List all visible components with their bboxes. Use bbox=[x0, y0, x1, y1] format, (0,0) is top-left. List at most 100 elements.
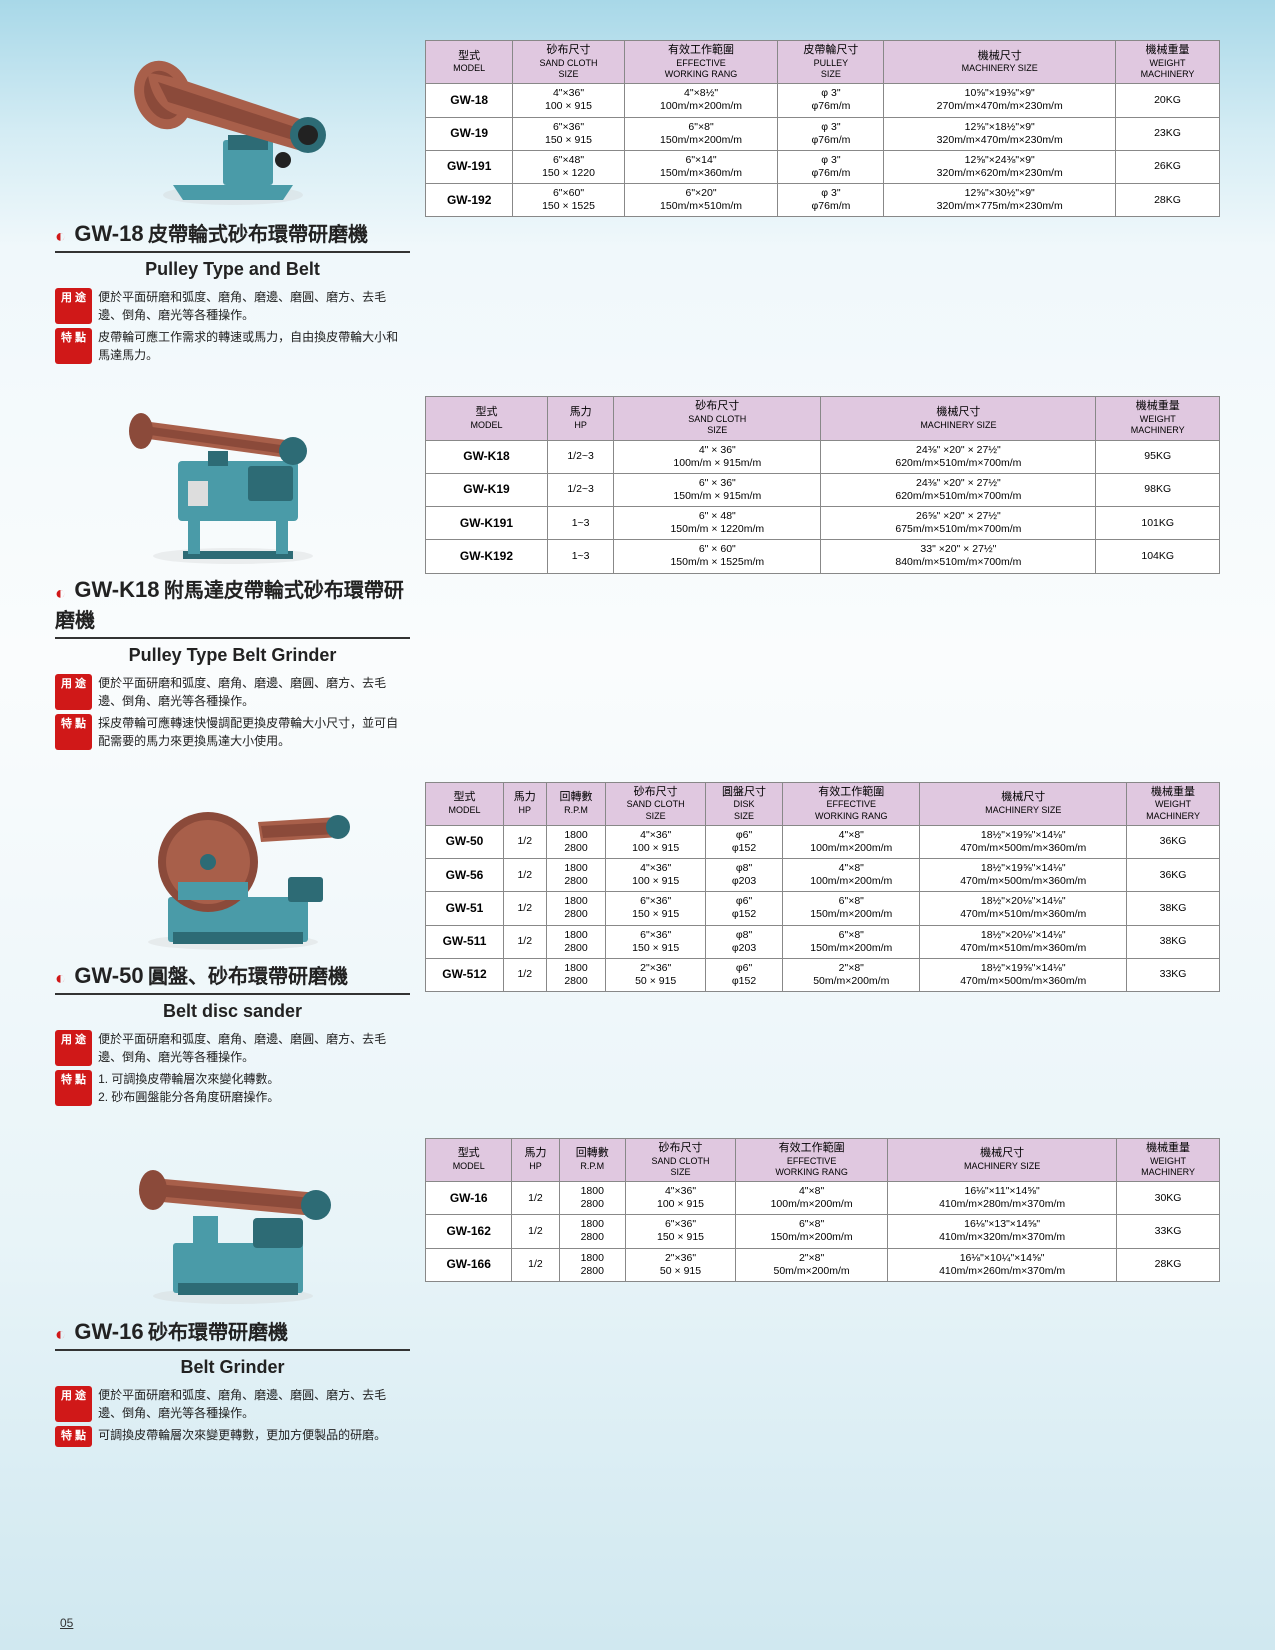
table-row: GW-5111/2180028006"×36"150 × 915φ8"φ2036… bbox=[426, 925, 1220, 958]
cell-mach: 12⅝"×18½"×9"320m/m×470m/m×230m/m bbox=[884, 117, 1116, 150]
product-image bbox=[93, 1138, 373, 1308]
cell-mach: 24⅜" ×20" × 27½"620m/m×510m/m×700m/m bbox=[821, 473, 1096, 506]
table-row: GW-1661/2180028002"×36"50 × 9152"×8"50m/… bbox=[426, 1248, 1220, 1281]
model-name-cn: 皮帶輪式砂布環帶研磨機 bbox=[148, 224, 368, 246]
bullet-icon: ◐ bbox=[55, 1324, 66, 1344]
cell-mach: 18½"×19⅝"×14⅛"470m/m×500m/m×360m/m bbox=[920, 958, 1127, 991]
usage-badge: 用 途 bbox=[55, 1386, 92, 1422]
model-code: GW-18 bbox=[74, 221, 143, 246]
cell-wt: 95KG bbox=[1096, 440, 1220, 473]
table-row: GW-561/2180028004"×36"100 × 915φ8"φ2034"… bbox=[426, 859, 1220, 892]
cell-cloth: 4"×36"100 × 915 bbox=[625, 1182, 735, 1215]
cell-wt: 30KG bbox=[1117, 1182, 1220, 1215]
feature-text: 1. 可調換皮帶輪層次來變化轉數。2. 砂布圓盤能分各角度研磨操作。 bbox=[98, 1070, 410, 1106]
feature-row: 特 點 皮帶輪可應工作需求的轉速或馬力，自由換皮帶輪大小和馬達馬力。 bbox=[55, 328, 410, 364]
col-header-pulley: 皮帶輪尺寸PULLEYSIZE bbox=[778, 41, 884, 84]
product-section-gw-k18: ◐ GW-K18 附馬達皮帶輪式砂布環帶研磨機 Pulley Type Belt… bbox=[55, 396, 1220, 753]
cell-eff: 6"×8"150m/m×200m/m bbox=[783, 925, 920, 958]
cell-mach: 12⅝"×24⅜"×9"320m/m×620m/m×230m/m bbox=[884, 150, 1116, 183]
model-name-cn: 圓盤、砂布環帶研磨機 bbox=[148, 966, 348, 988]
product-title: ◐ GW-16 砂布環帶研磨機 bbox=[55, 1316, 410, 1351]
cell-mach: 18½"×20⅛"×14⅛"470m/m×510m/m×360m/m bbox=[920, 892, 1127, 925]
cell-wt: 104KG bbox=[1096, 540, 1220, 573]
col-header-rpm: 回轉數R.P.M bbox=[546, 782, 606, 825]
model-name-cn: 砂布環帶研磨機 bbox=[148, 1322, 288, 1344]
cell-model: GW-51 bbox=[426, 892, 504, 925]
cell-wt: 33KG bbox=[1127, 958, 1220, 991]
cell-model: GW-18 bbox=[426, 84, 513, 117]
cell-disk: φ6"φ152 bbox=[705, 892, 782, 925]
cell-cloth: 6"×36"150 × 915 bbox=[625, 1215, 735, 1248]
product-image bbox=[93, 40, 373, 210]
col-header-model: 型式MODEL bbox=[426, 782, 504, 825]
cell-cloth: 6"×36"150 × 915 bbox=[513, 117, 624, 150]
cell-wt: 23KG bbox=[1116, 117, 1220, 150]
cell-eff: 6"×8"150m/m×200m/m bbox=[624, 117, 778, 150]
table-row: GW-1916"×48"150 × 12206"×14"150m/m×360m/… bbox=[426, 150, 1220, 183]
cell-cloth: 4"×36"100 × 915 bbox=[513, 84, 624, 117]
col-header-cloth: 砂布尺寸SAND CLOTHSIZE bbox=[625, 1138, 735, 1181]
spec-table: 型式MODEL馬力HP回轉數R.P.M砂布尺寸SAND CLOTHSIZE圓盤尺… bbox=[425, 782, 1220, 993]
cell-model: GW-16 bbox=[426, 1182, 512, 1215]
machine-image-gw18 bbox=[93, 40, 373, 210]
cell-mach: 16⅛"×13"×14⅝"410m/m×320m/m×370m/m bbox=[888, 1215, 1117, 1248]
table-row: GW-1926"×60"150 × 15256"×20"150m/m×510m/… bbox=[426, 184, 1220, 217]
cell-mach: 16⅛"×10¼"×14⅝"410m/m×260m/m×370m/m bbox=[888, 1248, 1117, 1281]
cell-hp: 1/2 bbox=[503, 825, 546, 858]
feature-text: 可調換皮帶輪層次來變更轉數，更加方便製品的研磨。 bbox=[98, 1426, 410, 1447]
table-row: GW-K1921~36" × 60"150m/m × 1525m/m33" ×2… bbox=[426, 540, 1220, 573]
feature-badge: 特 點 bbox=[55, 1426, 92, 1447]
cell-hp: 1/2~3 bbox=[547, 473, 613, 506]
cell-wt: 36KG bbox=[1127, 825, 1220, 858]
col-header-mach: 機械尺寸MACHINERY SIZE bbox=[920, 782, 1127, 825]
cell-eff: 6"×8"150m/m×200m/m bbox=[783, 892, 920, 925]
product-image bbox=[93, 396, 373, 566]
feature-badge: 特 點 bbox=[55, 1070, 92, 1106]
cell-pulley: φ 3"φ76m/m bbox=[778, 117, 884, 150]
cell-pulley: φ 3"φ76m/m bbox=[778, 150, 884, 183]
cell-cloth: 2"×36"50 × 915 bbox=[606, 958, 705, 991]
cell-disk: φ8"φ203 bbox=[705, 859, 782, 892]
cell-cloth: 4"×36"100 × 915 bbox=[606, 859, 705, 892]
usage-row: 用 途 便於平面研磨和弧度、磨角、磨邊、磨圓、磨方、去毛邊、倒角、磨光等各種操作… bbox=[55, 674, 410, 710]
col-header-wt: 機械重量WEIGHTMACHINERY bbox=[1127, 782, 1220, 825]
cell-pulley: φ 3"φ76m/m bbox=[778, 184, 884, 217]
cell-cloth: 4" × 36"100m/m × 915m/m bbox=[614, 440, 821, 473]
cell-mach: 10⅝"×19⅜"×9"270m/m×470m/m×230m/m bbox=[884, 84, 1116, 117]
bullet-icon: ◐ bbox=[55, 226, 66, 246]
spec-table: 型式MODEL馬力HP回轉數R.P.M砂布尺寸SAND CLOTHSIZE有效工… bbox=[425, 1138, 1220, 1282]
cell-model: GW-K19 bbox=[426, 473, 548, 506]
cell-eff: 4"×8"100m/m×200m/m bbox=[783, 859, 920, 892]
cell-hp: 1/2~3 bbox=[547, 440, 613, 473]
cell-model: GW-166 bbox=[426, 1248, 512, 1281]
cell-wt: 101KG bbox=[1096, 507, 1220, 540]
cell-eff: 4"×8½"100m/m×200m/m bbox=[624, 84, 778, 117]
product-image bbox=[93, 782, 373, 952]
cell-disk: φ6"φ152 bbox=[705, 958, 782, 991]
col-header-wt: 機械重量WEIGHTMACHINERY bbox=[1096, 397, 1220, 440]
col-header-cloth: 砂布尺寸SAND CLOTHSIZE bbox=[606, 782, 705, 825]
usage-text: 便於平面研磨和弧度、磨角、磨邊、磨圓、磨方、去毛邊、倒角、磨光等各種操作。 bbox=[98, 288, 410, 324]
cell-mach: 16⅛"×11"×14⅝"410m/m×280m/m×370m/m bbox=[888, 1182, 1117, 1215]
feature-badge: 特 點 bbox=[55, 328, 92, 364]
table-row: GW-5121/2180028002"×36"50 × 915φ6"φ1522"… bbox=[426, 958, 1220, 991]
subtitle: Pulley Type Belt Grinder bbox=[55, 645, 410, 666]
cell-eff: 2"×8"50m/m×200m/m bbox=[783, 958, 920, 991]
cell-mach: 18½"×20⅛"×14⅛"470m/m×510m/m×360m/m bbox=[920, 925, 1127, 958]
cell-rpm: 18002800 bbox=[546, 892, 606, 925]
usage-badge: 用 途 bbox=[55, 288, 92, 324]
cell-rpm: 18002800 bbox=[559, 1248, 625, 1281]
col-header-eff: 有效工作範圍EFFECTIVEWORKING RANG bbox=[783, 782, 920, 825]
cell-hp: 1/2 bbox=[503, 859, 546, 892]
col-header-mach: 機械尺寸MACHINERY SIZE bbox=[884, 41, 1116, 84]
cell-eff: 4"×8"100m/m×200m/m bbox=[736, 1182, 888, 1215]
cell-eff: 4"×8"100m/m×200m/m bbox=[783, 825, 920, 858]
cell-rpm: 18002800 bbox=[546, 925, 606, 958]
cell-hp: 1/2 bbox=[512, 1182, 559, 1215]
col-header-mach: 機械尺寸MACHINERY SIZE bbox=[821, 397, 1096, 440]
col-header-rpm: 回轉數R.P.M bbox=[559, 1138, 625, 1181]
product-section-gw-50: ◐ GW-50 圓盤、砂布環帶研磨機 Belt disc sander 用 途 … bbox=[55, 782, 1220, 1110]
product-section-gw-16: ◐ GW-16 砂布環帶研磨機 Belt Grinder 用 途 便於平面研磨和… bbox=[55, 1138, 1220, 1451]
col-header-hp: 馬力HP bbox=[503, 782, 546, 825]
product-title: ◐ GW-50 圓盤、砂布環帶研磨機 bbox=[55, 960, 410, 995]
